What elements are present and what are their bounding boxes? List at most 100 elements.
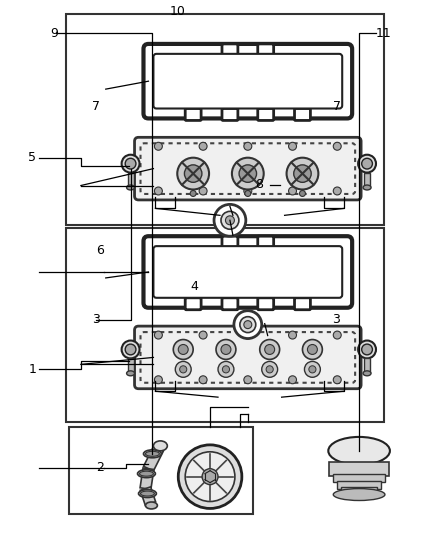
Ellipse shape	[153, 441, 167, 451]
FancyBboxPatch shape	[144, 236, 352, 308]
Text: 5: 5	[28, 151, 36, 164]
FancyBboxPatch shape	[294, 298, 311, 310]
Circle shape	[216, 340, 236, 359]
Text: 4: 4	[191, 280, 198, 293]
FancyBboxPatch shape	[222, 44, 238, 58]
Circle shape	[303, 340, 322, 359]
Circle shape	[199, 187, 207, 195]
Ellipse shape	[141, 491, 155, 496]
Text: 11: 11	[376, 27, 392, 40]
Circle shape	[185, 452, 235, 502]
FancyBboxPatch shape	[222, 236, 238, 250]
FancyBboxPatch shape	[153, 54, 342, 109]
Ellipse shape	[138, 470, 155, 478]
Circle shape	[307, 344, 318, 354]
Circle shape	[199, 376, 207, 384]
Bar	[337, 481, 381, 489]
Circle shape	[177, 158, 209, 190]
Circle shape	[234, 311, 262, 338]
Ellipse shape	[363, 371, 371, 376]
Bar	[127, 358, 134, 373]
Polygon shape	[144, 447, 163, 471]
FancyBboxPatch shape	[185, 109, 201, 120]
Circle shape	[286, 158, 318, 190]
Bar	[333, 474, 385, 482]
Text: 7: 7	[92, 100, 100, 113]
Circle shape	[260, 340, 279, 359]
Circle shape	[266, 366, 273, 373]
Circle shape	[218, 361, 234, 377]
Bar	[329, 462, 389, 475]
Circle shape	[214, 204, 246, 236]
Ellipse shape	[127, 185, 134, 190]
Circle shape	[289, 331, 297, 339]
Circle shape	[155, 331, 162, 339]
Circle shape	[226, 216, 234, 225]
Text: 3: 3	[332, 313, 340, 326]
Circle shape	[358, 155, 376, 173]
Circle shape	[244, 331, 252, 339]
Circle shape	[239, 165, 257, 182]
FancyBboxPatch shape	[134, 326, 361, 389]
Circle shape	[125, 158, 136, 169]
Circle shape	[155, 142, 162, 150]
Ellipse shape	[138, 490, 156, 497]
Circle shape	[289, 376, 297, 384]
FancyBboxPatch shape	[144, 44, 352, 118]
Circle shape	[245, 190, 251, 197]
Circle shape	[178, 445, 242, 508]
Ellipse shape	[328, 437, 390, 465]
Circle shape	[175, 361, 191, 377]
Circle shape	[309, 366, 316, 373]
Circle shape	[300, 190, 305, 197]
Circle shape	[289, 187, 297, 195]
Text: 6: 6	[96, 244, 104, 257]
Circle shape	[155, 187, 162, 195]
Circle shape	[122, 341, 140, 358]
Circle shape	[122, 155, 140, 173]
Text: 8: 8	[254, 178, 263, 191]
Circle shape	[244, 321, 252, 329]
Bar	[364, 173, 370, 188]
Circle shape	[304, 361, 320, 377]
Circle shape	[244, 142, 252, 150]
Bar	[127, 173, 134, 188]
Circle shape	[202, 469, 218, 484]
Ellipse shape	[144, 450, 161, 458]
Circle shape	[155, 376, 162, 384]
Bar	[66, 14, 384, 225]
Ellipse shape	[140, 471, 153, 476]
Circle shape	[358, 341, 376, 358]
FancyBboxPatch shape	[294, 109, 311, 120]
Ellipse shape	[145, 502, 157, 509]
Ellipse shape	[363, 185, 371, 190]
Text: 1: 1	[28, 364, 36, 376]
Circle shape	[294, 165, 311, 182]
Circle shape	[190, 190, 196, 197]
FancyBboxPatch shape	[222, 298, 238, 310]
Polygon shape	[140, 487, 155, 505]
Circle shape	[178, 344, 188, 354]
Text: 2: 2	[96, 461, 104, 474]
Circle shape	[333, 331, 341, 339]
FancyBboxPatch shape	[134, 138, 361, 200]
FancyBboxPatch shape	[258, 109, 274, 120]
FancyBboxPatch shape	[185, 298, 201, 310]
Circle shape	[221, 344, 231, 354]
Bar	[66, 228, 384, 422]
Bar	[364, 358, 370, 373]
Circle shape	[289, 142, 297, 150]
Bar	[341, 487, 377, 492]
Circle shape	[333, 142, 341, 150]
Circle shape	[125, 344, 136, 355]
Circle shape	[362, 158, 372, 169]
Text: 9: 9	[50, 27, 58, 40]
Text: 10: 10	[170, 5, 186, 18]
Polygon shape	[140, 468, 154, 489]
Circle shape	[199, 331, 207, 339]
FancyBboxPatch shape	[258, 44, 274, 58]
Circle shape	[184, 165, 202, 182]
Circle shape	[173, 340, 193, 359]
Circle shape	[362, 344, 372, 355]
Circle shape	[199, 142, 207, 150]
